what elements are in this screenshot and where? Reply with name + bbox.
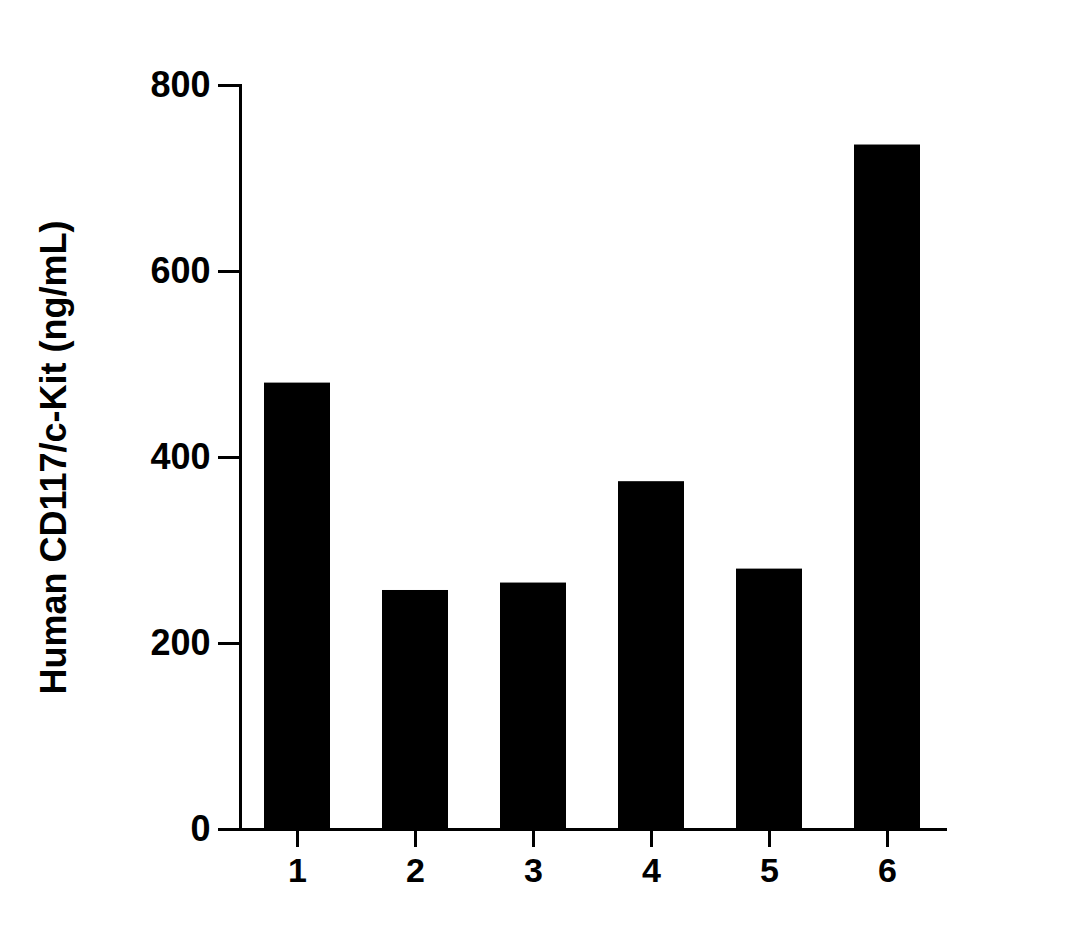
svg-text:5: 5 [760,851,779,889]
svg-text:400: 400 [150,436,210,477]
svg-text:1: 1 [288,851,307,889]
svg-text:3: 3 [524,851,543,889]
svg-text:6: 6 [878,851,897,889]
svg-text:Human CD117/c-Kit (ng/mL): Human CD117/c-Kit (ng/mL) [33,220,74,694]
svg-text:4: 4 [642,851,661,889]
svg-text:2: 2 [406,851,425,889]
svg-text:0: 0 [190,808,210,849]
svg-text:600: 600 [150,250,210,291]
svg-text:800: 800 [150,64,210,105]
svg-text:200: 200 [150,622,210,663]
